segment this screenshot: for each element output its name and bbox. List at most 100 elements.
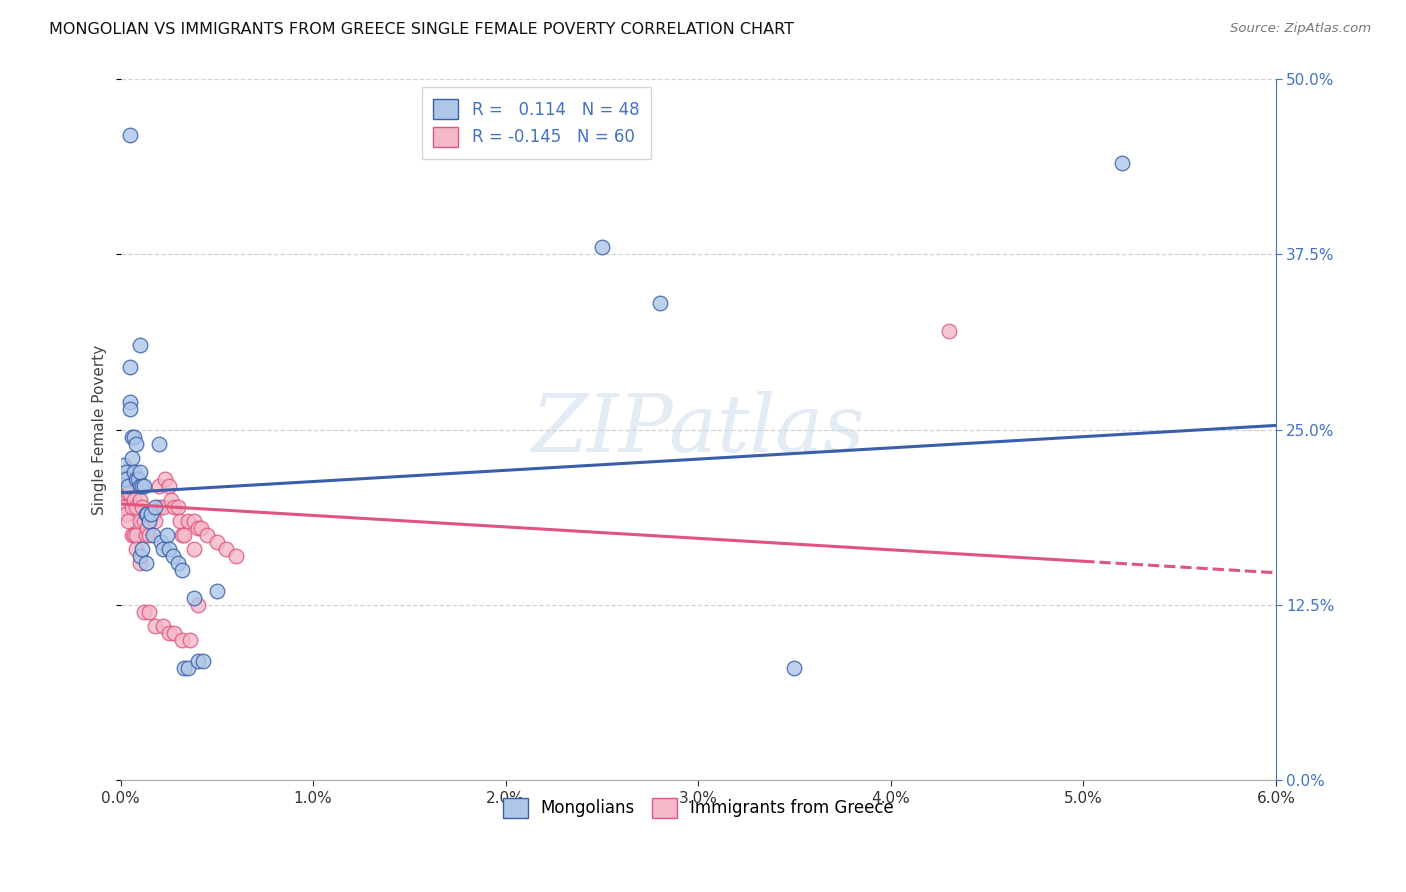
Point — [193, 654, 215, 668]
Point — [141, 507, 163, 521]
Point — [120, 472, 142, 486]
Point — [163, 626, 186, 640]
Point — [142, 528, 165, 542]
Point — [172, 633, 194, 648]
Point — [117, 479, 139, 493]
Point — [173, 661, 195, 675]
Point — [120, 485, 142, 500]
Point — [138, 528, 160, 542]
Point — [187, 521, 209, 535]
Point — [128, 479, 150, 493]
Text: ZIPatlas: ZIPatlas — [531, 391, 865, 468]
Point — [163, 500, 186, 514]
Point — [135, 556, 157, 570]
Point — [153, 472, 176, 486]
Point — [117, 514, 139, 528]
Point — [131, 479, 153, 493]
Point — [115, 479, 138, 493]
Point — [125, 472, 148, 486]
Point — [172, 563, 194, 577]
Point — [125, 541, 148, 556]
Point — [143, 500, 166, 514]
Point — [177, 661, 200, 675]
Point — [112, 500, 135, 514]
Point — [111, 472, 134, 486]
Point — [215, 541, 238, 556]
Point — [179, 633, 201, 648]
Point — [112, 458, 135, 472]
Point — [225, 549, 247, 563]
Point — [136, 507, 159, 521]
Point — [132, 514, 155, 528]
Point — [115, 472, 138, 486]
Point — [120, 394, 142, 409]
Point — [120, 128, 142, 142]
Point — [205, 534, 228, 549]
Point — [157, 541, 180, 556]
Point — [172, 528, 194, 542]
Point — [138, 605, 160, 619]
Point — [120, 465, 142, 479]
Point — [142, 507, 165, 521]
Point — [187, 654, 209, 668]
Point — [122, 430, 145, 444]
Point — [120, 401, 142, 416]
Point — [125, 500, 148, 514]
Point — [162, 549, 184, 563]
Point — [591, 240, 613, 254]
Point — [648, 296, 671, 310]
Point — [128, 338, 150, 352]
Point — [122, 528, 145, 542]
Point — [159, 492, 181, 507]
Point — [148, 479, 170, 493]
Point — [157, 479, 180, 493]
Point — [128, 556, 150, 570]
Point — [128, 549, 150, 563]
Point — [143, 514, 166, 528]
Point — [173, 528, 195, 542]
Point — [132, 605, 155, 619]
Legend: Mongolians, Immigrants from Greece: Mongolians, Immigrants from Greece — [496, 791, 900, 824]
Point — [131, 500, 153, 514]
Point — [121, 430, 143, 444]
Point — [167, 556, 190, 570]
Point — [115, 472, 138, 486]
Point — [122, 492, 145, 507]
Point — [157, 626, 180, 640]
Point — [127, 472, 149, 486]
Point — [121, 500, 143, 514]
Point — [190, 521, 212, 535]
Point — [128, 492, 150, 507]
Point — [177, 514, 200, 528]
Point — [135, 507, 157, 521]
Text: MONGOLIAN VS IMMIGRANTS FROM GREECE SINGLE FEMALE POVERTY CORRELATION CHART: MONGOLIAN VS IMMIGRANTS FROM GREECE SING… — [49, 22, 794, 37]
Point — [149, 534, 172, 549]
Point — [121, 450, 143, 465]
Point — [152, 500, 174, 514]
Point — [120, 359, 142, 374]
Point — [125, 528, 148, 542]
Point — [205, 583, 228, 598]
Point — [167, 500, 190, 514]
Point — [156, 528, 179, 542]
Point — [125, 436, 148, 450]
Point — [132, 479, 155, 493]
Point — [136, 521, 159, 535]
Point — [783, 661, 806, 675]
Y-axis label: Single Female Poverty: Single Female Poverty — [93, 344, 107, 515]
Point — [128, 514, 150, 528]
Point — [169, 514, 191, 528]
Point — [115, 507, 138, 521]
Point — [138, 514, 160, 528]
Point — [131, 541, 153, 556]
Point — [195, 528, 218, 542]
Point — [148, 436, 170, 450]
Point — [121, 528, 143, 542]
Point — [938, 325, 960, 339]
Point — [111, 472, 134, 486]
Point — [115, 465, 138, 479]
Point — [183, 514, 205, 528]
Point — [152, 541, 174, 556]
Text: Source: ZipAtlas.com: Source: ZipAtlas.com — [1230, 22, 1371, 36]
Point — [135, 528, 157, 542]
